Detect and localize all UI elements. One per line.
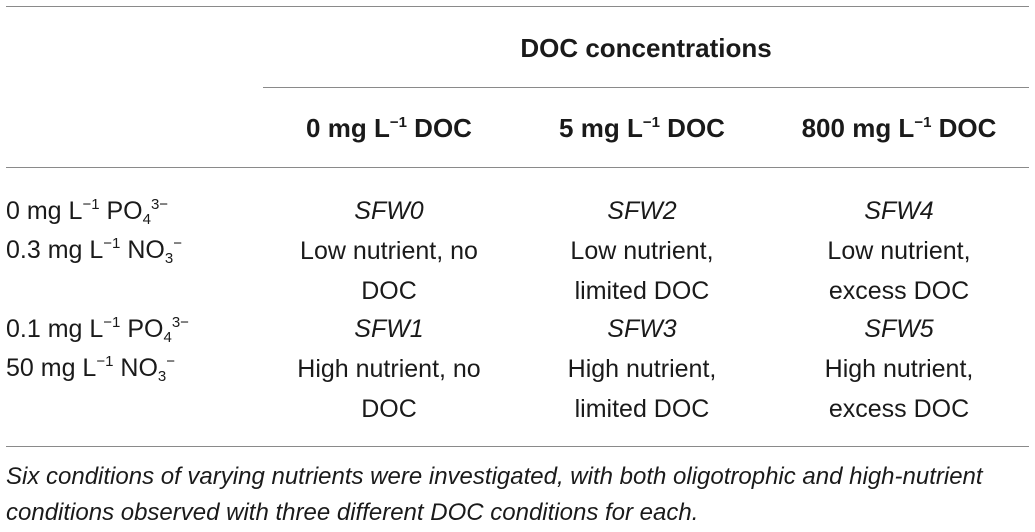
row-label-high-nutrient-nitrate: 50 mg L−1 NO3− [6, 353, 176, 385]
row-label-high-nutrient-phosphate: 0.1 mg L−1 PO43− [6, 314, 189, 346]
condition-code: SFW4 [864, 197, 934, 225]
condition-description: Low nutrient, [570, 237, 714, 265]
column-header-800-doc: 800 mg L−1 DOC [801, 113, 997, 143]
condition-description: Low nutrient, no [300, 237, 478, 265]
table-cell: SFW4 Low nutrient, excess DOC [769, 191, 1029, 311]
column-header-0-doc: 0 mg L−1 DOC [306, 113, 472, 143]
column-header-5-doc: 5 mg L−1 DOC [559, 113, 725, 143]
group-header-rule [263, 87, 1029, 88]
condition-description: excess DOC [828, 395, 970, 423]
table-footnote: Six conditions of varying nutrients were… [6, 463, 983, 526]
condition-description: Low nutrient, [827, 237, 971, 265]
condition-description: excess DOC [828, 277, 970, 305]
condition-code: SFW2 [607, 197, 677, 225]
table-cell: SFW1 High nutrient, no DOC [263, 309, 515, 429]
condition-description: limited DOC [574, 395, 710, 423]
condition-code: SFW3 [607, 315, 677, 343]
condition-description: High nutrient, [824, 355, 974, 383]
condition-description: DOC [361, 277, 417, 305]
condition-description: High nutrient, [567, 355, 717, 383]
table-cell: SFW0 Low nutrient, no DOC [263, 191, 515, 311]
table-cell: SFW2 Low nutrient, limited DOC [515, 191, 769, 311]
table-top-rule [6, 6, 1029, 7]
table-cell: SFW5 High nutrient, excess DOC [769, 309, 1029, 429]
condition-code: SFW5 [864, 315, 934, 343]
table-cell: SFW3 High nutrient, limited DOC [515, 309, 769, 429]
group-header: DOC concentrations [520, 33, 772, 63]
condition-description: High nutrient, no [297, 355, 481, 383]
row-label-low-nutrient-phosphate: 0 mg L−1 PO43− [6, 196, 169, 228]
row-label-low-nutrient-nitrate: 0.3 mg L−1 NO3− [6, 235, 182, 267]
header-bottom-rule [6, 167, 1029, 168]
condition-code: SFW0 [354, 197, 424, 225]
condition-description: DOC [361, 395, 417, 423]
condition-description: limited DOC [574, 277, 710, 305]
condition-code: SFW1 [354, 315, 424, 343]
table-bottom-rule [6, 446, 1029, 447]
